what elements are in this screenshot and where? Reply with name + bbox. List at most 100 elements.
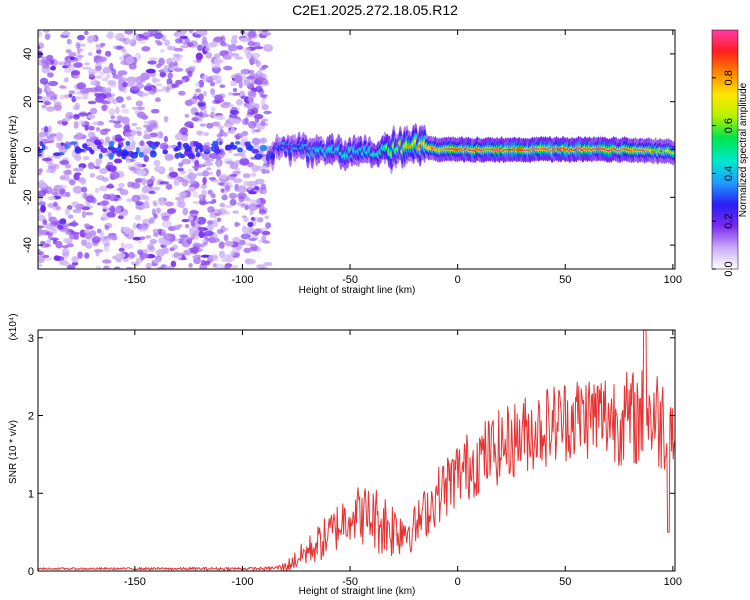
noise-speck [64, 163, 72, 169]
noise-speck [58, 184, 68, 189]
noise-speck [84, 252, 90, 259]
noise-speck [192, 200, 200, 205]
noise-speck [212, 219, 219, 228]
noise-speck [223, 65, 233, 71]
noise-speck [236, 45, 244, 50]
noise-speck [216, 217, 222, 222]
noise-speck [234, 75, 243, 83]
noise-speck [69, 179, 76, 186]
noise-speck [64, 94, 70, 99]
noise-speck [38, 179, 46, 188]
noise-speck [232, 178, 243, 184]
noise-speck [87, 162, 96, 170]
noise-speck [163, 135, 168, 143]
noise-speck [121, 48, 127, 53]
noise-speck [260, 94, 268, 98]
noise-speck [157, 266, 162, 269]
x-tick-label: -100 [231, 274, 253, 286]
noise-speck [115, 106, 120, 115]
noise-speck [224, 204, 233, 209]
noise-speck [57, 224, 64, 230]
noise-speck [149, 238, 158, 245]
noise-speck [193, 93, 198, 97]
noise-speck [151, 146, 157, 150]
snr-x-label: Height of straight line (km) [299, 586, 416, 597]
noise-speck [143, 155, 149, 163]
noise-speck [89, 230, 97, 237]
noise-speck [195, 33, 201, 39]
noise-speck [220, 188, 225, 193]
noise-speck [68, 90, 76, 95]
noise-speck [93, 139, 102, 146]
noise-speck [76, 46, 81, 55]
noise-speck [259, 227, 269, 232]
noise-speck [228, 192, 238, 199]
noise-speck [215, 60, 226, 63]
noise-speck [212, 140, 219, 146]
noise-speck [214, 115, 223, 120]
noise-speck [123, 124, 131, 132]
noise-speck [182, 207, 189, 216]
noise-speck [224, 240, 234, 247]
noise-speck [253, 113, 264, 120]
noise-speck [119, 116, 130, 124]
noise-speck [87, 114, 96, 120]
noise-speck [41, 143, 46, 151]
snr-background [38, 330, 675, 571]
noise-speck [102, 193, 111, 200]
noise-speck [88, 125, 95, 131]
noise-speck [96, 144, 104, 150]
noise-speck [221, 194, 228, 201]
noise-speck [261, 234, 267, 242]
noise-speck [110, 115, 115, 120]
noise-speck [204, 148, 210, 153]
noise-speck [127, 135, 135, 141]
spectrogram-panel: -150 -100 -50 0 50 100 -40 -20 0 20 40 Height of … [8, 29, 682, 296]
noise-speck [155, 89, 166, 92]
noise-speck [74, 154, 82, 161]
noise-speck [147, 243, 154, 251]
noise-speck [96, 94, 104, 99]
noise-speck [152, 202, 158, 207]
noise-speck [143, 120, 149, 125]
noise-speck [173, 147, 179, 152]
noise-speck [201, 254, 211, 258]
noise-speck [126, 76, 137, 84]
noise-speck [41, 104, 47, 109]
noise-speck [198, 230, 204, 238]
noise-speck [199, 145, 203, 153]
noise-speck [45, 90, 56, 98]
noise-speck [143, 31, 151, 37]
noise-speck [103, 265, 111, 269]
noise-speck [248, 238, 257, 241]
noise-speck [59, 94, 65, 100]
noise-speck [138, 151, 144, 158]
noise-speck [148, 30, 158, 34]
noise-speck [204, 46, 210, 52]
noise-speck [195, 146, 199, 153]
noise-speck [243, 79, 251, 86]
noise-speck [97, 202, 102, 206]
noise-speck [188, 153, 196, 160]
noise-speck [219, 141, 223, 145]
noise-speck [165, 183, 173, 190]
noise-speck [195, 52, 203, 61]
noise-speck [198, 112, 204, 118]
noise-speck [248, 101, 257, 109]
noise-speck [211, 62, 221, 69]
noise-speck [181, 158, 192, 165]
noise-speck [233, 237, 241, 242]
noise-speck [59, 160, 70, 165]
noise-speck [41, 56, 48, 61]
noise-speck [38, 87, 43, 95]
y-tick-label: 1 [28, 488, 34, 500]
noise-speck [189, 40, 198, 48]
noise-speck [155, 78, 161, 83]
noise-speck [145, 68, 156, 74]
noise-speck [53, 201, 58, 207]
noise-speck [62, 237, 73, 244]
x-tick-label: -50 [342, 576, 358, 588]
noise-speck [247, 31, 257, 38]
noise-speck [38, 168, 43, 173]
noise-speck [230, 127, 236, 134]
